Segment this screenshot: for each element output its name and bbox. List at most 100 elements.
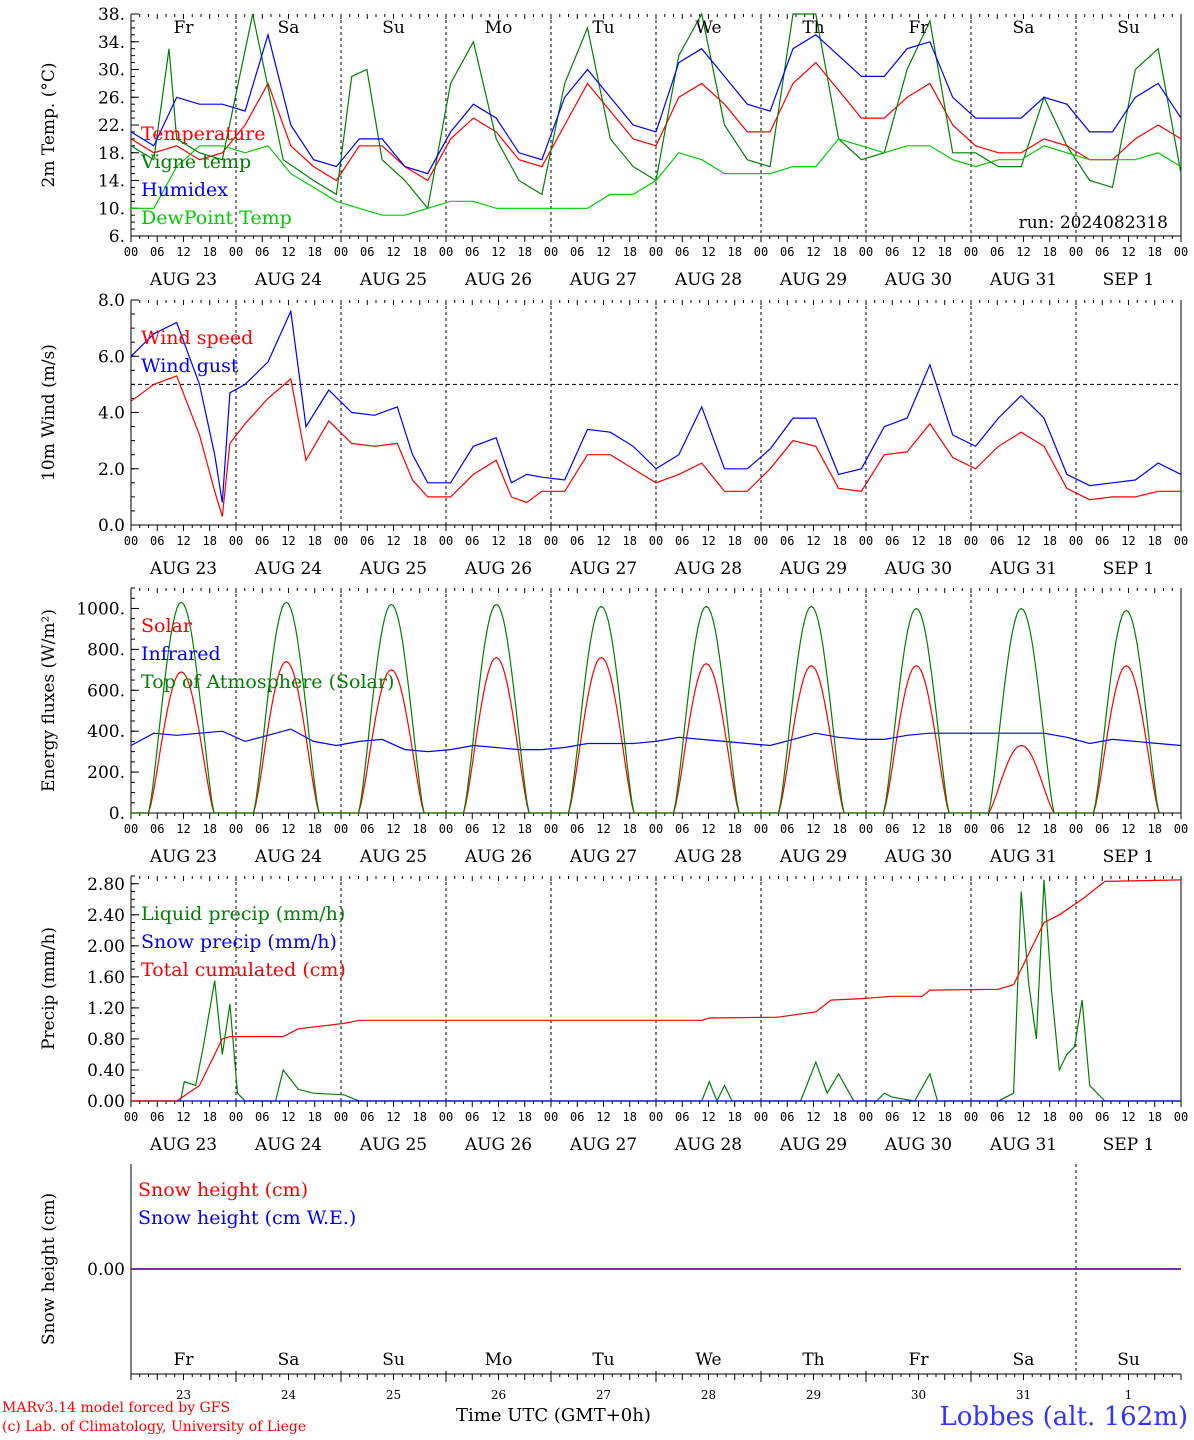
hour-tick-label: 18: [623, 822, 637, 836]
weekday-label-top: Th: [802, 18, 824, 38]
hour-tick-label: 12: [386, 1110, 400, 1124]
hour-tick-label: 00: [1174, 534, 1188, 548]
y-tick-label: 0.0: [98, 516, 125, 536]
legend-entry: Solar: [141, 615, 193, 637]
y-tick-label: 200.: [87, 763, 125, 783]
hour-tick-label: 06: [780, 245, 794, 259]
date-label: AUG 29: [779, 559, 847, 579]
hour-tick-label: 06: [1095, 245, 1109, 259]
hour-tick-label: 00: [439, 534, 453, 548]
hour-tick-label: 06: [360, 534, 374, 548]
hour-tick-label: 06: [570, 245, 584, 259]
date-label: AUG 29: [779, 270, 847, 290]
hour-tick-label: 18: [518, 245, 532, 259]
y-tick-label: 0.: [109, 804, 125, 824]
hour-tick-label: 18: [728, 1110, 742, 1124]
date-label: AUG 27: [569, 559, 637, 579]
hour-tick-label: 18: [203, 245, 217, 259]
hour-tick-label: 18: [1148, 822, 1162, 836]
legend-entry: Top of Atmosphere (Solar): [141, 671, 394, 693]
y-tick-label: 1.20: [87, 999, 125, 1019]
weekday-label-bottom: Su: [1117, 1350, 1140, 1370]
legend-entry: Liquid precip (mm/h): [141, 903, 345, 925]
hour-tick-label: 06: [360, 245, 374, 259]
hour-tick-label: 00: [229, 1110, 243, 1124]
hour-tick-label: 18: [518, 1110, 532, 1124]
date-label: AUG 30: [884, 270, 952, 290]
hour-tick-label: 00: [1069, 1110, 1083, 1124]
day-number-label: 24: [281, 1388, 297, 1402]
hour-tick-label: 06: [990, 245, 1004, 259]
y-tick-label: 14.: [98, 172, 125, 192]
hour-tick-label: 06: [255, 822, 269, 836]
hour-tick-label: 12: [701, 822, 715, 836]
hour-tick-label: 12: [1121, 534, 1135, 548]
hour-tick-label: 00: [859, 1110, 873, 1124]
hour-tick-label: 00: [754, 1110, 768, 1124]
date-label: AUG 23: [149, 847, 217, 867]
hour-tick-label: 00: [964, 534, 978, 548]
hour-tick-label: 12: [176, 245, 190, 259]
hour-tick-label: 12: [701, 1110, 715, 1124]
date-label: AUG 26: [464, 270, 532, 290]
hour-tick-label: 06: [675, 1110, 689, 1124]
series-line-liquid-precip-mm-h-: [131, 879, 1181, 1103]
date-label: AUG 31: [989, 559, 1057, 579]
hour-tick-label: 12: [176, 534, 190, 548]
y-axis-label: Precip (mm/h): [39, 927, 59, 1050]
hour-tick-label: 12: [596, 822, 610, 836]
hour-tick-label: 00: [334, 245, 348, 259]
date-label: AUG 30: [884, 1135, 952, 1155]
legend-entry: Infrared: [141, 643, 221, 665]
hour-tick-label: 12: [1016, 822, 1030, 836]
hour-tick-label: 12: [281, 245, 295, 259]
date-label: AUG 30: [884, 559, 952, 579]
y-tick-label: 4.0: [98, 404, 125, 424]
y-tick-label: 2.0: [98, 460, 125, 480]
hour-tick-label: 06: [150, 822, 164, 836]
hour-tick-label: 00: [859, 534, 873, 548]
hour-tick-label: 18: [308, 822, 322, 836]
hour-tick-label: 06: [675, 245, 689, 259]
weekday-label-bottom: Tu: [592, 1350, 614, 1370]
hour-tick-label: 18: [833, 822, 847, 836]
hour-tick-label: 18: [728, 245, 742, 259]
hour-tick-label: 06: [465, 245, 479, 259]
hour-tick-label: 06: [360, 822, 374, 836]
hour-tick-label: 12: [386, 822, 400, 836]
hour-tick-label: 06: [150, 534, 164, 548]
date-label: SEP 1: [1103, 847, 1155, 867]
hour-tick-label: 18: [308, 245, 322, 259]
legend-entry: Temperature: [141, 123, 265, 145]
hour-tick-label: 00: [754, 534, 768, 548]
hour-tick-label: 18: [833, 245, 847, 259]
hour-tick-label: 18: [308, 1110, 322, 1124]
hour-tick-label: 18: [413, 822, 427, 836]
date-label: AUG 25: [359, 270, 427, 290]
y-tick-label: 30.: [98, 61, 125, 81]
date-label: AUG 26: [464, 1135, 532, 1155]
weekday-label-bottom: Sa: [1013, 1350, 1035, 1370]
hour-tick-label: 12: [491, 822, 505, 836]
day-number-label: 1: [1125, 1388, 1133, 1402]
date-label: AUG 29: [779, 847, 847, 867]
hour-tick-label: 00: [859, 822, 873, 836]
y-tick-label: 2.80: [87, 875, 125, 895]
series-line-dewpoint-temp: [131, 138, 1182, 216]
hour-tick-label: 00: [964, 822, 978, 836]
weekday-label-bottom: Mo: [485, 1350, 513, 1370]
hour-tick-label: 12: [1121, 822, 1135, 836]
hour-tick-label: 12: [281, 822, 295, 836]
hour-tick-label: 18: [938, 1110, 952, 1124]
hour-tick-label: 18: [1043, 245, 1057, 259]
hour-tick-label: 06: [150, 245, 164, 259]
weekday-label-top: Su: [382, 18, 405, 38]
date-label: AUG 23: [149, 559, 217, 579]
y-tick-label: 1000.: [76, 599, 125, 619]
hour-tick-label: 12: [176, 1110, 190, 1124]
hour-tick-label: 12: [1121, 245, 1135, 259]
legend-entry: DewPoint Temp: [141, 207, 292, 229]
date-label: SEP 1: [1103, 1135, 1155, 1155]
hour-tick-label: 18: [833, 1110, 847, 1124]
hour-tick-label: 00: [859, 245, 873, 259]
